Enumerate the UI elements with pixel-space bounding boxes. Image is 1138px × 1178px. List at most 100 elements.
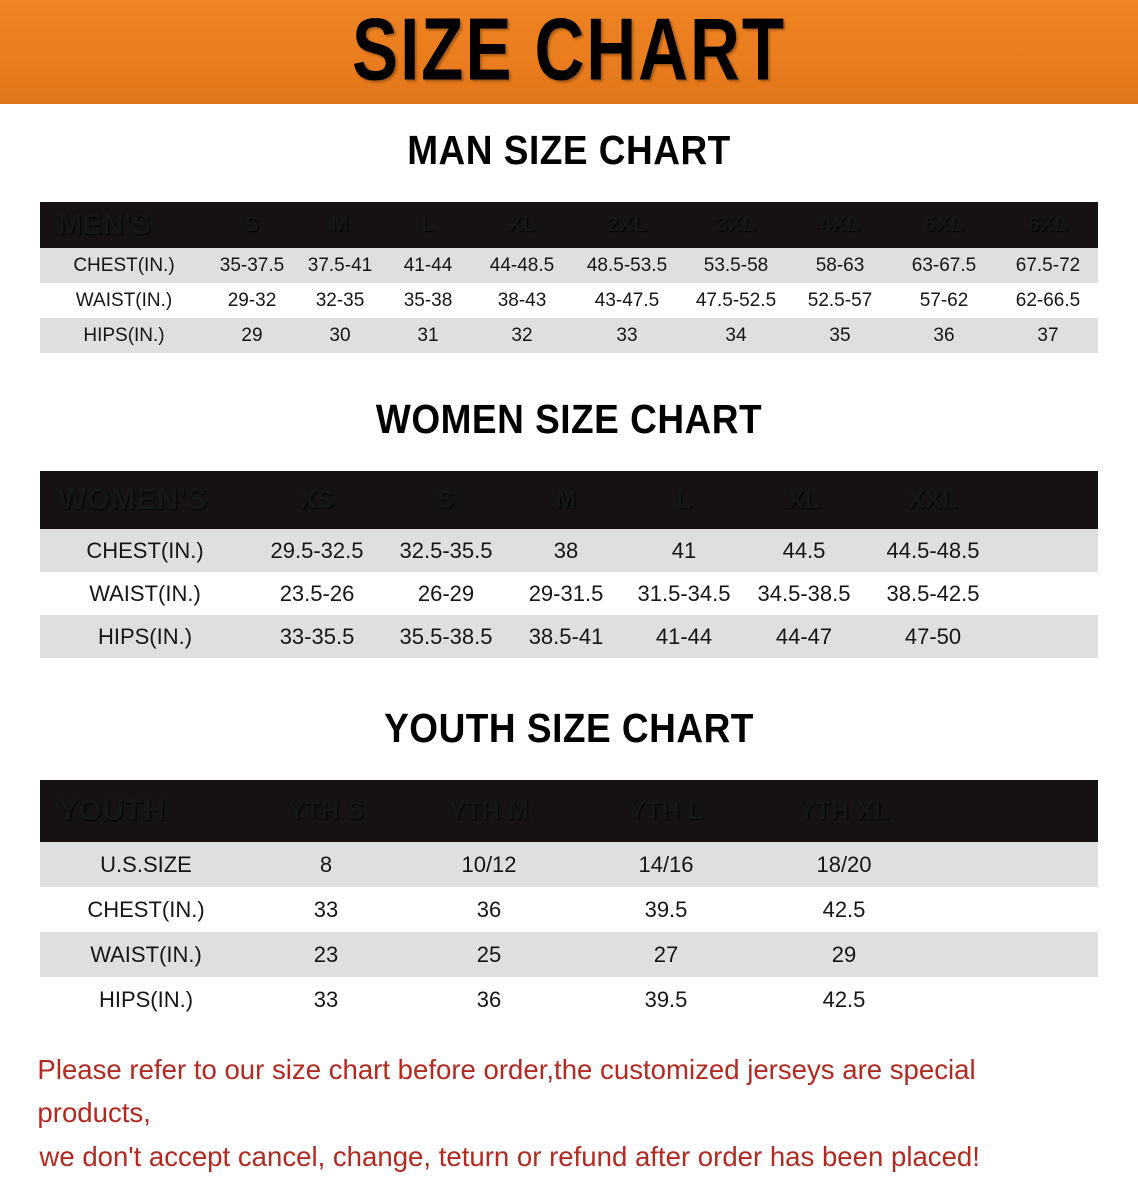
man-waist-l: 35-38 [403,289,453,311]
man-waist-s: 29-32 [227,289,277,311]
youth-table-header-row: YOUTH YTH S YTH M YTH L YTH XL [40,780,1098,842]
man-chest-s: 35-37.5 [219,254,285,276]
youth-row-ussize-label: U.S.SIZE [100,851,192,877]
women-size-table: WOMEN'S XS S M L XL XXL CHEST(IN.) 29.5-… [40,471,1098,658]
man-header-size-m: M [331,213,349,236]
disclaimer-line-1: Please refer to our size chart before or… [37,1054,976,1129]
table-row: WAIST(IN.) 29-32 32-35 35-38 38-43 43-47… [40,283,1098,318]
man-row-chest-label: CHEST(IN.) [73,254,175,276]
page-title: SIZE CHART [352,1,786,99]
man-hips-3xl: 34 [725,324,747,346]
youth-header-size-m: YTH M [448,796,530,825]
women-chest-xxl: 44.5-48.5 [886,537,980,563]
women-hips-s: 35.5-38.5 [399,623,493,649]
youth-ussize-xl: 18/20 [816,851,872,877]
table-row: CHEST(IN.) 29.5-32.5 32.5-35.5 38 41 44.… [40,529,1098,572]
youth-chest-s: 33 [313,896,339,922]
women-header-size-l: L [676,485,692,514]
youth-header-size-xl: YTH XL [798,796,890,825]
women-waist-l: 31.5-34.5 [637,580,731,606]
youth-ussize-l: 14/16 [638,851,694,877]
youth-size-table: YOUTH YTH S YTH M YTH L YTH XL U.S.SIZE … [40,780,1098,1022]
disclaimer-line-2: we don't accept cancel, change, teturn o… [39,1140,980,1172]
man-hips-4xl: 35 [829,324,851,346]
youth-hips-xl: 42.5 [822,986,866,1012]
women-header-size-xs: XS [299,485,335,514]
man-chest-2xl: 48.5-53.5 [586,254,668,276]
man-header-size-6xl: 6XL [1027,213,1068,236]
table-row: U.S.SIZE 8 10/12 14/16 18/20 [40,842,1098,887]
youth-chest-xl: 42.5 [822,896,866,922]
man-header-size-xl: XL [508,213,536,236]
women-waist-m: 29-31.5 [528,580,604,606]
women-hips-xl: 44-47 [775,623,833,649]
women-waist-spacer [1002,572,1098,615]
man-size-table: MEN'S S M L XL 2XL 3XL 4XL 5XL 6XL CHEST… [40,202,1098,353]
women-hips-l: 41-44 [655,623,713,649]
man-hips-5xl: 36 [933,324,955,346]
women-header-size-xl: XL [787,485,821,514]
man-row-waist-label: WAIST(IN.) [75,289,173,311]
man-table-header-row: MEN'S S M L XL 2XL 3XL 4XL 5XL 6XL [40,202,1098,248]
man-hips-l: 31 [417,324,439,346]
youth-chest-spacer [934,887,1098,932]
youth-row-waist-label: WAIST(IN.) [90,941,202,967]
youth-row-hips-label: HIPS(IN.) [98,986,194,1012]
man-header-size-3xl: 3XL [715,213,756,236]
women-chest-m: 38 [553,537,579,563]
table-row: WAIST(IN.) 23 25 27 29 [40,932,1098,977]
man-chest-m: 37.5-41 [307,254,373,276]
page-banner: SIZE CHART [0,0,1138,104]
women-header-spacer [1002,471,1098,529]
women-header-label: WOMEN'S [58,483,207,516]
man-hips-xl: 32 [511,324,533,346]
table-row: HIPS(IN.) 29 30 31 32 33 34 35 36 37 [40,318,1098,353]
man-waist-4xl: 52.5-57 [807,289,873,311]
women-chest-spacer [1002,529,1098,572]
youth-ussize-s: 8 [319,851,333,877]
youth-header-size-l: YTH L [628,796,704,825]
man-hips-m: 30 [329,324,351,346]
youth-header-spacer [934,780,1098,842]
women-chest-xl: 44.5 [782,537,826,563]
youth-hips-s: 33 [313,986,339,1012]
man-header-size-4xl: 4XL [819,213,860,236]
women-row-waist-label: WAIST(IN.) [89,580,201,606]
youth-header-size-s: YTH S [287,796,365,825]
youth-chest-m: 36 [476,896,502,922]
man-header-size-l: L [421,213,435,236]
man-waist-2xl: 43-47.5 [594,289,660,311]
women-header-size-s: S [437,485,455,514]
youth-waist-l: 27 [653,941,679,967]
youth-ussize-m: 10/12 [461,851,517,877]
table-row: HIPS(IN.) 33-35.5 35.5-38.5 38.5-41 41-4… [40,615,1098,658]
women-waist-xl: 34.5-38.5 [757,580,851,606]
man-chest-xl: 44-48.5 [489,254,555,276]
women-row-chest-label: CHEST(IN.) [86,537,204,563]
women-chest-l: 41 [671,537,697,563]
man-chest-6xl: 67.5-72 [1015,254,1081,276]
youth-waist-spacer [934,932,1098,977]
youth-row-chest-label: CHEST(IN.) [87,896,205,922]
youth-waist-xl: 29 [831,941,857,967]
table-row: CHEST(IN.) 33 36 39.5 42.5 [40,887,1098,932]
women-header-size-m: M [555,485,577,514]
youth-header-label: YOUTH [58,794,166,827]
man-header-label: MEN'S [58,208,152,241]
man-chest-3xl: 53.5-58 [703,254,769,276]
women-chest-xs: 29.5-32.5 [270,537,364,563]
women-waist-xs: 23.5-26 [279,580,355,606]
man-header-size-5xl: 5XL [923,213,964,236]
women-hips-spacer [1002,615,1098,658]
disclaimer-note: Please refer to our size chart before or… [0,1048,1121,1178]
women-row-hips-label: HIPS(IN.) [97,623,193,649]
youth-waist-m: 25 [476,941,502,967]
man-waist-3xl: 47.5-52.5 [695,289,777,311]
youth-section-title: YOUTH SIZE CHART [384,705,754,751]
women-hips-xs: 33-35.5 [279,623,355,649]
women-hips-m: 38.5-41 [528,623,604,649]
man-hips-s: 29 [241,324,263,346]
man-hips-6xl: 37 [1037,324,1059,346]
youth-ussize-spacer [934,842,1098,887]
man-header-size-s: S [244,213,260,236]
